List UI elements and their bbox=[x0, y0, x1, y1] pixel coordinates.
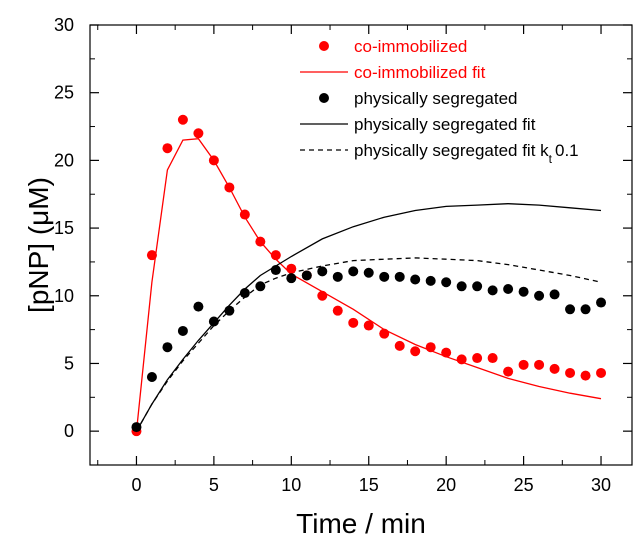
data-point-series-2 bbox=[348, 266, 359, 277]
data-point-series-2 bbox=[394, 271, 405, 282]
data-point-series-2 bbox=[580, 304, 591, 315]
data-point-series-0 bbox=[379, 328, 390, 339]
data-point-series-0 bbox=[177, 114, 188, 125]
data-point-series-0 bbox=[286, 263, 297, 274]
y-axis-title: [pNP] (μM) bbox=[23, 177, 54, 313]
x-axis-title: Time / min bbox=[296, 508, 426, 539]
x-tick-label: 10 bbox=[281, 475, 301, 495]
y-tick-label: 10 bbox=[54, 286, 74, 306]
data-point-series-0 bbox=[518, 359, 529, 370]
data-point-series-0 bbox=[580, 370, 591, 381]
data-point-series-2 bbox=[503, 284, 514, 294]
legend-marker bbox=[319, 93, 329, 103]
legend-label: physically segregated fit bbox=[354, 115, 536, 134]
data-point-series-0 bbox=[270, 250, 281, 261]
x-tick-label: 5 bbox=[209, 475, 219, 495]
data-point-series-0 bbox=[317, 290, 328, 301]
data-point-series-2 bbox=[565, 304, 576, 315]
data-point-series-2 bbox=[332, 271, 343, 282]
data-point-series-0 bbox=[456, 354, 467, 365]
legend: co-immobilized co-immobilized fit physical… bbox=[300, 37, 579, 166]
data-point-series-0 bbox=[363, 320, 374, 331]
data-point-series-2 bbox=[379, 271, 390, 282]
series-line-3 bbox=[135, 203, 602, 432]
plot-markers bbox=[131, 114, 607, 437]
y-tick-label: 5 bbox=[64, 353, 74, 373]
data-point-series-2 bbox=[255, 281, 266, 292]
data-point-series-0 bbox=[162, 143, 173, 154]
x-tick-label: 0 bbox=[131, 475, 141, 495]
data-point-series-0 bbox=[534, 359, 545, 370]
y-tick-label: 15 bbox=[54, 218, 74, 238]
data-point-series-2 bbox=[146, 372, 157, 382]
plot-frame bbox=[89, 24, 633, 466]
data-point-series-2 bbox=[301, 270, 312, 281]
data-point-series-0 bbox=[565, 367, 576, 378]
data-point-series-0 bbox=[503, 366, 514, 377]
data-point-series-0 bbox=[348, 317, 359, 328]
data-point-series-2 bbox=[317, 266, 328, 277]
data-point-series-0 bbox=[255, 236, 266, 247]
legend-label: physically segregated fit kt 0.1 bbox=[354, 141, 579, 166]
data-point-series-2 bbox=[286, 273, 297, 284]
data-point-series-0 bbox=[472, 353, 483, 364]
series-line-1 bbox=[135, 138, 602, 432]
data-point-series-0 bbox=[394, 340, 405, 351]
data-point-series-2 bbox=[425, 275, 436, 286]
data-point-series-2 bbox=[534, 290, 545, 301]
plot-lines bbox=[135, 138, 602, 432]
data-point-series-2 bbox=[224, 305, 235, 316]
data-point-series-0 bbox=[332, 305, 343, 316]
x-tick-label: 15 bbox=[359, 475, 379, 495]
legend-marker bbox=[319, 41, 329, 51]
data-point-series-0 bbox=[410, 346, 421, 357]
data-point-series-0 bbox=[208, 155, 219, 166]
data-point-series-2 bbox=[596, 297, 607, 308]
x-tick-label: 20 bbox=[436, 475, 456, 495]
data-point-series-2 bbox=[131, 422, 142, 433]
data-point-series-2 bbox=[456, 281, 467, 292]
data-point-series-0 bbox=[146, 250, 157, 261]
axis-ticks bbox=[90, 24, 632, 465]
data-point-series-2 bbox=[410, 274, 421, 285]
data-point-series-0 bbox=[239, 209, 250, 220]
data-point-series-2 bbox=[239, 288, 250, 299]
legend-label: co-immobilized fit bbox=[354, 63, 486, 82]
x-tick-label: 25 bbox=[514, 475, 534, 495]
data-point-series-0 bbox=[596, 367, 607, 378]
x-tick-label: 30 bbox=[591, 475, 611, 495]
axis-tick-labels: 0 5 10 15 20 25 30 0 5 10 15 20 25 30 bbox=[54, 15, 611, 495]
y-tick-label: 25 bbox=[54, 83, 74, 103]
y-tick-label: 0 bbox=[64, 421, 74, 441]
y-tick-label: 20 bbox=[54, 150, 74, 170]
legend-label: physically segregated bbox=[354, 89, 517, 108]
data-point-series-0 bbox=[441, 347, 452, 358]
data-point-series-2 bbox=[518, 286, 529, 297]
data-point-series-0 bbox=[193, 128, 204, 139]
data-point-series-0 bbox=[224, 182, 235, 193]
data-point-series-2 bbox=[177, 325, 188, 336]
data-point-series-0 bbox=[425, 342, 436, 353]
data-point-series-0 bbox=[487, 353, 498, 364]
data-point-series-2 bbox=[193, 301, 204, 312]
series-line-4 bbox=[135, 257, 602, 432]
data-point-series-2 bbox=[549, 289, 560, 300]
data-point-series-2 bbox=[441, 277, 452, 288]
data-point-series-2 bbox=[208, 316, 219, 327]
data-point-series-2 bbox=[363, 267, 374, 278]
data-point-series-0 bbox=[549, 363, 560, 374]
data-point-series-2 bbox=[270, 265, 281, 276]
y-tick-label: 30 bbox=[54, 15, 74, 35]
data-point-series-2 bbox=[487, 285, 498, 296]
data-point-series-2 bbox=[162, 342, 173, 353]
data-point-series-2 bbox=[472, 281, 483, 292]
legend-label: co-immobilized bbox=[354, 37, 467, 56]
